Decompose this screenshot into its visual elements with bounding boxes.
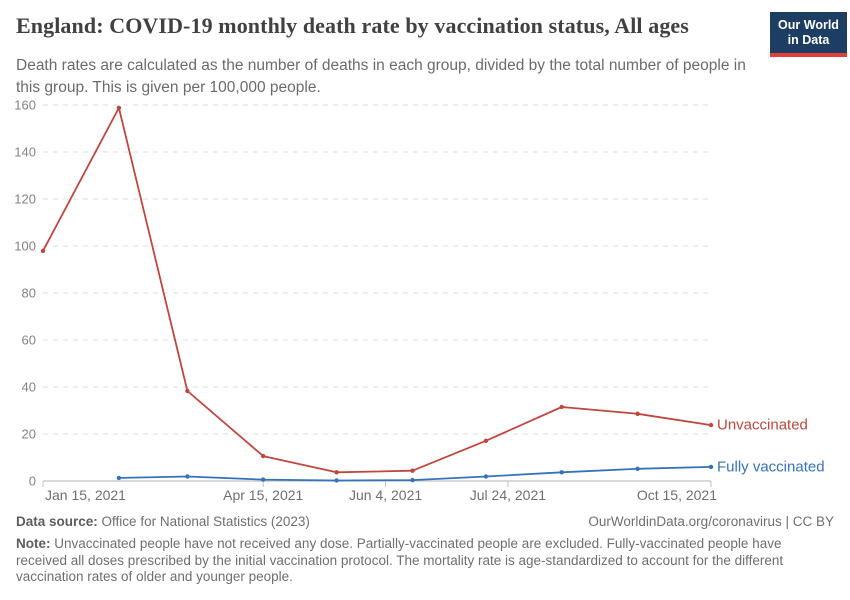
data-point-unvaccinated-jun-15-2021 bbox=[410, 468, 415, 473]
x-axis-tick-label-oct-15-2021: Oct 15, 2021 bbox=[637, 487, 717, 503]
chart-title: England: COVID-19 monthly death rate by … bbox=[16, 13, 689, 38]
data-point-unvaccinated-jul-15-2021 bbox=[483, 438, 489, 443]
data-source-value: Office for National Statistics (2023) bbox=[101, 514, 310, 529]
data-source: Data source: Office for National Statist… bbox=[16, 514, 310, 529]
data-point-fully-vaccinated-sep-15-2021 bbox=[635, 466, 640, 471]
data-point-fully-vaccinated-aug-15-2021 bbox=[559, 470, 564, 475]
y-axis-tick-label-80: 80 bbox=[22, 286, 36, 301]
footer-note: Note: Unvaccinated people have not recei… bbox=[16, 536, 836, 586]
x-axis-tick-label-jan-15-2021: Jan 15, 2021 bbox=[45, 487, 126, 503]
y-axis-tick-label-40: 40 bbox=[22, 380, 36, 395]
chart-subtitle: Death rates are calculated as the number… bbox=[16, 57, 746, 96]
data-point-unvaccinated-oct-15-2021 bbox=[708, 422, 714, 428]
series-label-unvaccinated: Unvaccinated bbox=[717, 417, 808, 434]
x-axis-tick-label-jul-24-2021: Jul 24, 2021 bbox=[470, 487, 546, 503]
note-label: Note: bbox=[16, 536, 51, 551]
series-line-unvaccinated bbox=[42, 106, 712, 474]
note-text: Unvaccinated people have not received an… bbox=[16, 536, 784, 584]
data-point-fully-vaccinated-mar-15-2021 bbox=[185, 474, 190, 479]
y-axis-tick-label-0: 0 bbox=[29, 474, 36, 489]
y-axis-tick-label-100: 100 bbox=[14, 239, 36, 254]
x-axis-tick-label-jun-4-2021: Jun 4, 2021 bbox=[349, 487, 422, 503]
data-point-fully-vaccinated-apr-15-2021 bbox=[261, 477, 266, 482]
y-axis-tick-label-140: 140 bbox=[14, 145, 36, 160]
data-point-unvaccinated-mar-15-2021 bbox=[185, 388, 190, 394]
data-point-fully-vaccinated-feb-15-2021 bbox=[116, 475, 122, 481]
y-axis-tick-label-60: 60 bbox=[22, 333, 36, 348]
y-axis-tick-label-120: 120 bbox=[14, 192, 36, 207]
data-source-label: Data source: bbox=[16, 514, 98, 529]
data-point-unvaccinated-sep-15-2021 bbox=[635, 411, 640, 416]
data-point-fully-vaccinated-jun-15-2021 bbox=[410, 477, 415, 483]
footer-source-row: Data source: Office for National Statist… bbox=[16, 514, 834, 529]
data-point-fully-vaccinated-may-15-2021 bbox=[334, 478, 339, 483]
owid-logo-line2: in Data bbox=[787, 32, 830, 47]
y-axis-tick-label-160: 160 bbox=[14, 98, 36, 113]
line-chart: 0 20 40 60 80 100 120 140 160 Jan 15, 2021 Apr 15,… bbox=[14, 98, 825, 504]
owid-logo[interactable]: Our World in Data bbox=[770, 12, 847, 57]
data-point-fully-vaccinated-oct-15-2021 bbox=[708, 464, 714, 470]
attribution-link[interactable]: OurWorldinData.org/coronavirus | CC BY bbox=[588, 514, 834, 529]
data-point-unvaccinated-may-15-2021 bbox=[334, 470, 339, 475]
x-axis-tick-label-apr-15-2021: Apr 15, 2021 bbox=[223, 487, 303, 503]
y-axis-tick-label-20: 20 bbox=[22, 427, 36, 442]
data-point-unvaccinated-aug-15-2021 bbox=[559, 404, 564, 410]
data-point-unvaccinated-feb-15-2021 bbox=[116, 105, 122, 111]
owid-logo-line1: Our World bbox=[778, 18, 839, 32]
data-point-unvaccinated-jan-15-2021 bbox=[40, 248, 46, 254]
data-point-unvaccinated-apr-15-2021 bbox=[261, 453, 266, 459]
data-point-fully-vaccinated-jul-15-2021 bbox=[483, 474, 489, 479]
series-label-fully-vaccinated: Fully vaccinated bbox=[717, 458, 825, 475]
